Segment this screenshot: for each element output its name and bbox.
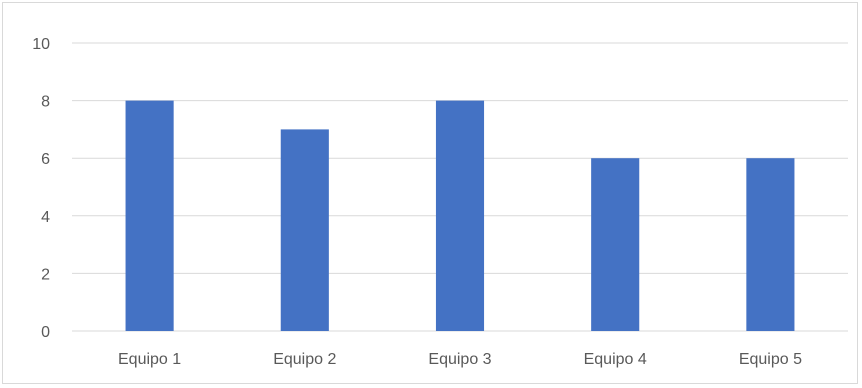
bar-2 xyxy=(280,129,329,331)
y-tick-label: 8 xyxy=(41,94,50,111)
y-axis-ticks: 0 2 4 6 8 10 xyxy=(32,36,50,341)
bar-1 xyxy=(125,100,174,331)
x-tick-label: Equipo 2 xyxy=(273,351,336,368)
y-tick-label: 0 xyxy=(41,324,50,341)
y-tick-label: 4 xyxy=(41,209,50,226)
bars xyxy=(125,100,795,331)
x-tick-label: Equipo 5 xyxy=(739,351,802,368)
x-tick-label: Equipo 1 xyxy=(118,351,181,368)
bar-3 xyxy=(435,100,485,331)
y-tick-label: 10 xyxy=(32,36,50,53)
bar-4 xyxy=(591,158,640,331)
x-tick-label: Equipo 4 xyxy=(584,351,647,368)
y-tick-label: 2 xyxy=(41,266,50,283)
bar-5 xyxy=(746,158,795,331)
x-axis-ticks: Equipo 1 Equipo 2 Equipo 3 Equipo 4 Equipo 5 xyxy=(118,351,802,368)
y-tick-label: 6 xyxy=(41,151,50,168)
x-tick-label: Equipo 3 xyxy=(428,351,491,368)
